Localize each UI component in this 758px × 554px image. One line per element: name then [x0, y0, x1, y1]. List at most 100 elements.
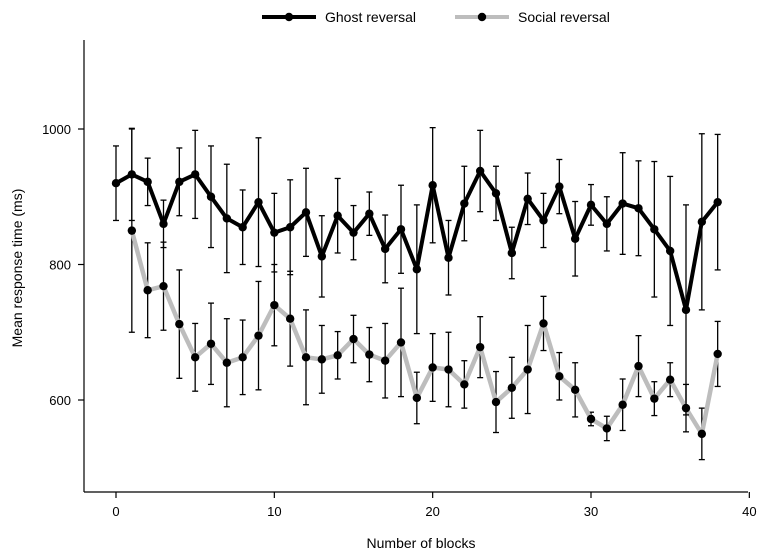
data-point: [475, 166, 485, 176]
x-tick-label: 20: [425, 504, 439, 519]
data-point: [333, 351, 342, 360]
data-point: [190, 170, 200, 179]
data-point: [491, 397, 501, 407]
x-axis-title: Number of blocks: [367, 535, 476, 551]
data-point: [475, 342, 485, 352]
data-point: [270, 228, 279, 237]
data-point: [460, 199, 469, 208]
data-point: [618, 400, 627, 409]
data-point: [539, 319, 548, 328]
y-ticks: 600 800 1000: [42, 122, 84, 408]
data-point: [285, 314, 295, 323]
y-tick-label: 800: [49, 258, 71, 273]
data-point: [681, 305, 691, 315]
data-point: [570, 385, 580, 395]
data-point: [539, 216, 548, 225]
data-point: [349, 334, 358, 344]
data-point: [507, 248, 517, 258]
data-point: [175, 177, 184, 187]
data-point: [650, 394, 659, 403]
data-point: [396, 338, 406, 347]
x-tick-label: 30: [584, 504, 598, 519]
data-point: [713, 197, 722, 207]
data-point: [412, 265, 422, 274]
plot-area: [111, 126, 722, 461]
data-point: [285, 223, 295, 232]
data-point: [586, 200, 596, 210]
data-point: [444, 365, 453, 374]
data-point: [380, 356, 390, 365]
legend-label-ghost-reversal: Ghost reversal: [325, 9, 416, 25]
data-point: [665, 246, 675, 256]
data-point: [634, 204, 643, 213]
data-point: [555, 372, 564, 381]
data-point: [127, 226, 137, 235]
data-point: [602, 424, 612, 433]
data-point: [317, 355, 327, 364]
legend-marker-ghost-reversal: [284, 12, 294, 22]
data-point: [270, 300, 279, 310]
legend-marker-social-reversal: [477, 12, 487, 22]
data-point: [428, 363, 437, 372]
data-point: [523, 365, 532, 374]
data-point: [555, 182, 564, 191]
data-point: [365, 209, 374, 218]
data-point: [618, 199, 627, 208]
series-line: [129, 230, 720, 437]
series-ghost-reversal: [111, 126, 722, 416]
data-point: [523, 194, 532, 203]
data-point: [570, 234, 580, 243]
data-point: [143, 286, 152, 295]
data-point: [349, 228, 358, 237]
data-point: [396, 225, 406, 234]
data-point: [222, 214, 232, 223]
data-point: [460, 380, 469, 389]
data-point: [317, 252, 327, 261]
data-point: [428, 181, 437, 190]
legend-item-ghost-reversal: Ghost reversal: [262, 9, 416, 25]
data-point: [697, 217, 707, 227]
data-point: [491, 189, 501, 198]
data-point: [254, 331, 263, 340]
data-point: [206, 192, 216, 201]
data-point: [222, 358, 232, 367]
data-point: [175, 319, 184, 329]
data-point: [412, 393, 422, 403]
y-axis-title: Mean response time (ms): [9, 189, 25, 348]
legend-item-social-reversal: Social reversal: [455, 9, 610, 25]
data-point: [697, 429, 707, 439]
axes: 0 10 20 30 40 600 800 1000: [42, 40, 757, 519]
y-tick-label: 600: [49, 393, 71, 408]
data-point: [665, 375, 675, 384]
data-point: [238, 353, 247, 362]
legend: Ghost reversal Social reversal: [262, 9, 610, 25]
data-point: [127, 170, 137, 179]
data-point: [380, 244, 390, 254]
data-point: [159, 219, 168, 229]
data-point: [507, 383, 517, 393]
data-point: [650, 225, 659, 234]
x-tick-label: 0: [112, 504, 119, 519]
series-social-reversal: [127, 128, 722, 461]
x-tick-label: 40: [742, 504, 756, 519]
legend-label-social-reversal: Social reversal: [518, 9, 610, 25]
data-point: [301, 353, 311, 362]
data-point: [190, 353, 200, 362]
data-point: [634, 361, 643, 371]
x-ticks: 0 10 20 30 40: [112, 492, 757, 519]
y-tick-label: 1000: [42, 122, 71, 137]
data-point: [365, 350, 374, 359]
data-point: [301, 208, 311, 217]
data-point: [602, 219, 612, 229]
data-point: [206, 339, 216, 348]
data-point: [238, 223, 247, 232]
data-point: [444, 253, 453, 262]
data-point: [143, 177, 152, 187]
data-point: [586, 414, 596, 424]
data-point: [333, 211, 342, 220]
data-point: [111, 179, 121, 188]
data-point: [713, 349, 722, 359]
data-point: [159, 281, 168, 291]
x-tick-label: 10: [267, 504, 281, 519]
